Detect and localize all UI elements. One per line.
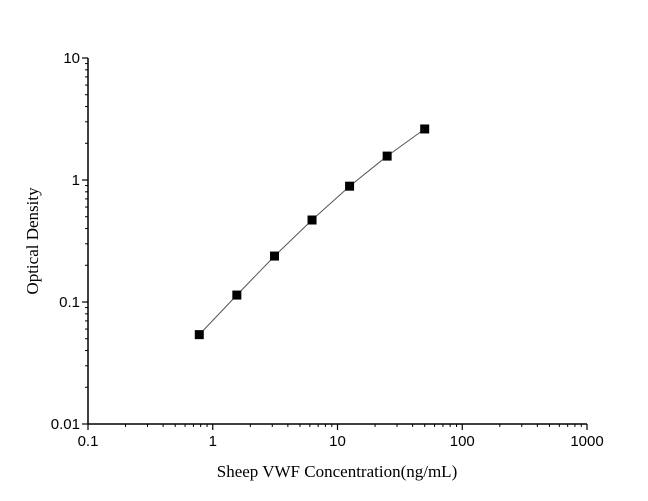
- x-tick-label: 10: [329, 433, 346, 450]
- data-point: [307, 215, 317, 225]
- x-tick-label: 100: [450, 433, 475, 450]
- x-axis-title: Sheep VWF Concentration(ng/mL): [217, 462, 457, 481]
- data-point: [232, 290, 242, 300]
- x-tick-label: 0.1: [78, 433, 99, 450]
- x-tick-label: 1: [209, 433, 217, 450]
- y-tick-label: 0.1: [59, 294, 80, 311]
- data-point: [382, 151, 392, 161]
- y-tick-label: 10: [63, 50, 80, 67]
- y-tick-label: 0.01: [51, 416, 80, 433]
- marks: [194, 124, 430, 340]
- y-tick-label: 1: [72, 172, 80, 189]
- x-tick-label: 1000: [570, 433, 603, 450]
- data-point: [194, 330, 204, 340]
- data-point: [345, 181, 355, 191]
- y-axis-title: Optical Density: [23, 187, 42, 295]
- data-point: [269, 251, 279, 261]
- data-point: [420, 124, 430, 134]
